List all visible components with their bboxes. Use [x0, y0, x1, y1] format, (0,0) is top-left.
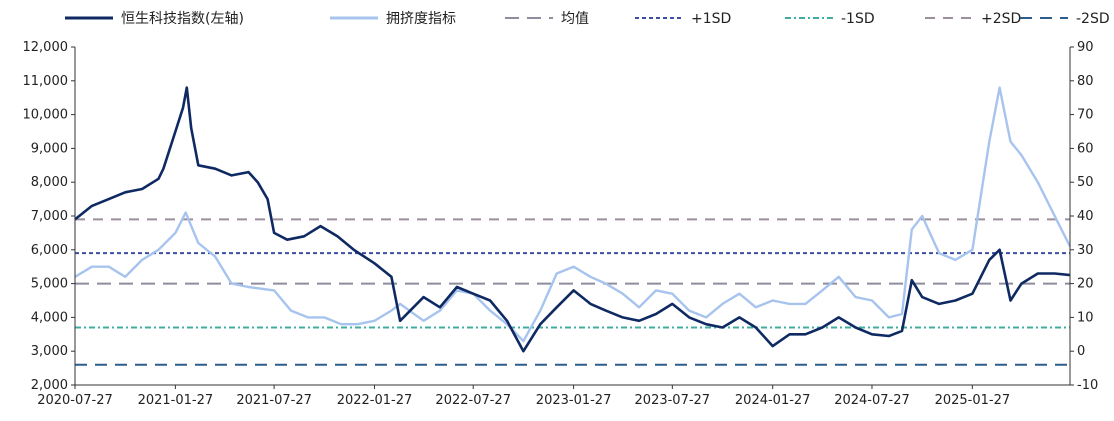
right-tick-label: -10: [1077, 378, 1098, 393]
right-tick-label: 90: [1077, 40, 1094, 55]
right-tick-label: 80: [1077, 74, 1094, 89]
reference-lines: [75, 218, 1070, 366]
left-tick-label: 5,000: [31, 277, 68, 292]
right-tick-label: 50: [1077, 175, 1094, 190]
x-tick-label: 2022-07-27: [435, 393, 511, 408]
left-tick-label: 10,000: [23, 108, 69, 123]
legend: 恒生科技指数(左轴) 拥挤度指标 均值 +1SD -1SD +2SD -2SD: [65, 11, 1110, 27]
right-tick-label: 10: [1077, 310, 1094, 325]
x-tick-label: 2024-01-27: [735, 393, 811, 408]
x-tick-label: 2021-07-27: [236, 393, 312, 408]
left-tick-label: 7,000: [31, 209, 68, 224]
legend-label: 拥挤度指标: [386, 11, 456, 27]
left-tick-label: 6,000: [31, 243, 68, 258]
series-lines: [74, 86, 1072, 353]
right-tick-label: 20: [1077, 277, 1094, 292]
x-tick-label: 2023-01-27: [536, 393, 612, 408]
left-tick-label: 11,000: [23, 74, 69, 89]
legend-label: +1SD: [691, 11, 731, 27]
series-line: [74, 86, 1072, 343]
legend-label: -2SD: [1076, 11, 1110, 27]
left-tick-label: 2,000: [31, 378, 68, 393]
axes: 2,000 3,000 4,000 5,000 6,000 7,000 8,000 9,000…: [23, 40, 1099, 408]
left-tick-label: 3,000: [31, 344, 68, 359]
x-tick-label: 2020-07-27: [37, 393, 113, 408]
x-tick-label: 2025-01-27: [935, 393, 1011, 408]
right-tick-label: 0: [1077, 344, 1085, 359]
legend-label: 恒生科技指数(左轴): [121, 11, 244, 27]
left-tick-label: 8,000: [31, 175, 68, 190]
legend-label: -1SD: [841, 11, 875, 27]
x-tick-label: 2021-01-27: [138, 393, 214, 408]
x-tick-label: 2023-07-27: [635, 393, 711, 408]
right-tick-label: 70: [1077, 108, 1094, 123]
legend-label: 均值: [561, 11, 589, 27]
right-tick-label: 60: [1077, 141, 1094, 156]
right-tick-label: 40: [1077, 209, 1094, 224]
series-line: [74, 86, 1071, 353]
x-tick-label: 2022-01-27: [337, 393, 413, 408]
left-tick-label: 4,000: [31, 310, 68, 325]
legend-label: +2SD: [981, 11, 1021, 27]
right-tick-label: 30: [1077, 243, 1094, 258]
left-tick-label: 12,000: [23, 40, 69, 55]
left-tick-label: 9,000: [31, 141, 68, 156]
x-tick-label: 2024-07-27: [834, 393, 910, 408]
